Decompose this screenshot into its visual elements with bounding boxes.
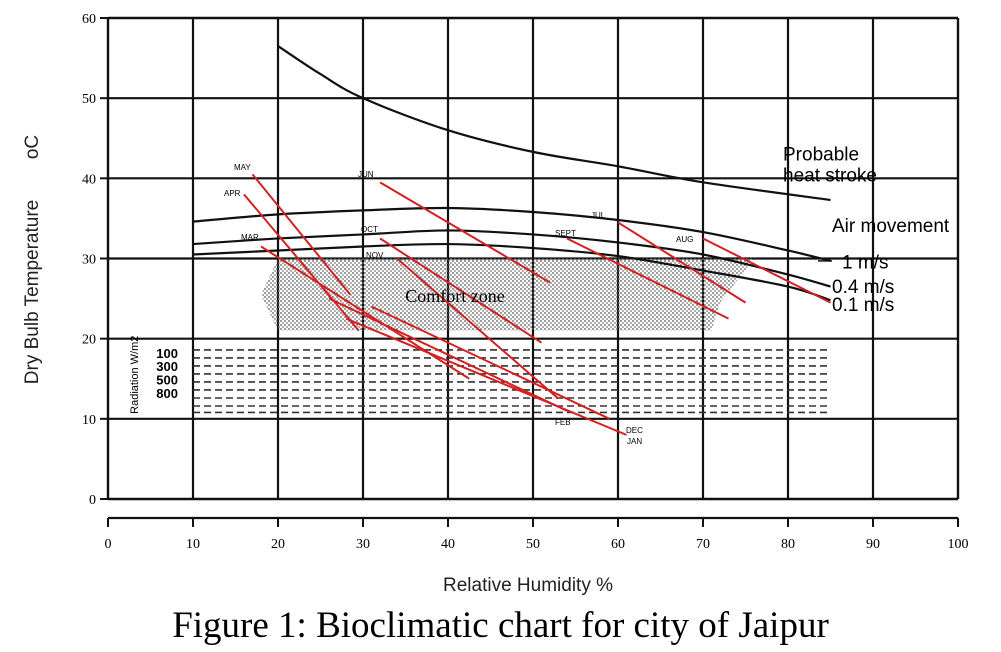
month-line-sept (566, 237, 729, 320)
month-line-feb (328, 297, 568, 412)
month-label-jul: JUL (591, 211, 606, 220)
y-tick-label: 10 (82, 413, 96, 428)
y-tick-label: 20 (82, 333, 96, 348)
heat-stroke-line (277, 45, 831, 202)
month-line-may (251, 173, 352, 296)
x-tick-label: 10 (186, 537, 200, 552)
y-tick-label: 50 (82, 92, 96, 107)
air-movement-label-1: 0.4 m/s (832, 277, 894, 298)
month-label-nov: NOV (366, 251, 384, 260)
month-label-dec: DEC (626, 426, 643, 435)
x-tick-label: 80 (781, 537, 795, 552)
radiation-lines (193, 349, 831, 414)
y-axis-title: Dry Bulb Temperature (22, 200, 43, 384)
air-movement-curves (192, 206, 831, 302)
month-line-jul (617, 221, 747, 304)
y-tick-label: 60 (82, 12, 96, 27)
month-line-oct (379, 237, 543, 344)
x-tick-label: 70 (696, 537, 710, 552)
month-label-may: MAY (234, 163, 251, 172)
y-tick-label: 40 (82, 172, 96, 187)
x-tick-label: 0 (105, 537, 112, 552)
radiation-title: Radiation W/m2 (129, 336, 141, 414)
x-tick-label: 50 (526, 537, 540, 552)
month-line-jun (379, 181, 551, 284)
comfort-zone-label: Comfort zone (405, 286, 504, 306)
x-tick-label: 20 (271, 537, 285, 552)
month-label-apr: APR (224, 189, 241, 198)
month-label-aug: AUG (676, 235, 693, 244)
x-tick-label: 90 (866, 537, 880, 552)
month-label-oct: OCT (361, 225, 378, 234)
month-label-jan: JAN (627, 437, 642, 446)
air-movement-title: Air movement (832, 216, 950, 237)
figure-caption: Figure 1: Bioclimatic chart for city of … (172, 605, 829, 646)
radiation-label-800: 800 (156, 386, 178, 401)
axes: 0 10 20 30 40 50 60 70 80 90 100 0 10 20 30 40 50 60 Relat… (22, 12, 969, 596)
month-label-feb: FEB (555, 418, 571, 427)
month-label-sept: SEPT (555, 229, 576, 238)
heat-stroke-curve (277, 45, 831, 202)
air-movement-label-0: 1 m/s (842, 253, 888, 274)
y-axis-unit: oC (22, 135, 43, 159)
month-line-mar (260, 245, 470, 380)
air-movement-curve-0 (192, 206, 831, 262)
y-tick-label: 30 (82, 253, 96, 268)
month-line-dec (371, 305, 610, 420)
month-line-jan (345, 317, 627, 436)
x-axis-title: Relative Humidity % (443, 575, 613, 596)
month-line-nov (396, 257, 560, 400)
radiation-label-100: 100 (156, 346, 178, 361)
y-tick-label: 0 (89, 493, 96, 508)
x-tick-label: 100 (948, 537, 969, 552)
bioclimatic-chart: 0 10 20 30 40 50 60 70 80 90 100 0 10 20 30 40 50 60 Relat… (22, 12, 969, 596)
radiation-label-300: 300 (156, 359, 178, 374)
month-line-apr (243, 193, 360, 332)
month-line-aug (702, 237, 831, 304)
radiation-label-500: 500 (156, 373, 178, 388)
x-tick-label: 60 (611, 537, 625, 552)
heat-stroke-label-line2: heat stroke (783, 166, 877, 187)
month-label-mar: MAR (241, 233, 259, 242)
x-tick-label: 30 (356, 537, 370, 552)
heat-stroke-label-line1: Probable (783, 145, 859, 166)
month-lines (243, 173, 831, 436)
air-movement-label-2: 0.1 m/s (832, 295, 894, 316)
month-label-jun: JUN (358, 170, 374, 179)
air-movement-curve-2 (192, 242, 831, 302)
air-movement-curve-1 (192, 229, 831, 288)
x-tick-label: 40 (441, 537, 455, 552)
